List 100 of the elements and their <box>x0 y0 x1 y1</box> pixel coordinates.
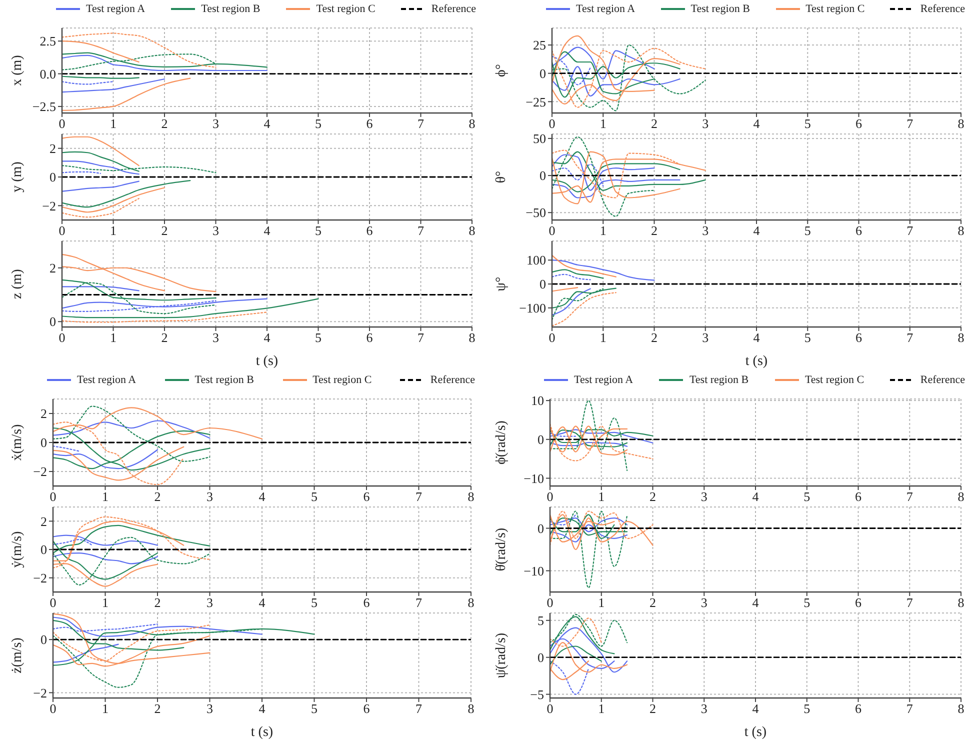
legend-label: Test region C <box>312 374 372 386</box>
x-tick-label: 4 <box>258 595 266 610</box>
x-tick-label: 7 <box>416 701 422 716</box>
y-tick-label: 25 <box>533 38 546 53</box>
legend-label: Test region A <box>574 374 634 386</box>
x-tick-label: 8 <box>958 595 964 610</box>
x-tick-label: 8 <box>468 701 474 716</box>
x-tick-label: 5 <box>311 489 318 504</box>
y-axis-title: y (m) <box>10 161 25 192</box>
y-tick-label: 0 <box>540 168 546 184</box>
x-tick-label: 1 <box>110 223 116 238</box>
x-tick-label: 5 <box>315 330 322 346</box>
y-tick-label: 0 <box>40 632 47 648</box>
y-tick-label: 2 <box>40 406 47 422</box>
x-tick-label: 6 <box>363 595 370 610</box>
x-tick-label: 4 <box>264 223 271 238</box>
y-axis-title: ż(m/s) <box>10 637 25 674</box>
x-tick-label: 3 <box>700 701 708 716</box>
x-tick-label: 4 <box>753 223 760 238</box>
x-tick-label: 7 <box>906 116 914 132</box>
x-tick-label: 7 <box>906 701 914 716</box>
x-tick-label: 2 <box>161 330 168 346</box>
x-axis-title: t (s) <box>250 725 274 740</box>
x-tick-label: 4 <box>753 330 760 346</box>
x-tick-label: 2 <box>154 489 161 504</box>
x-tick-label: 7 <box>418 330 424 346</box>
x-axis-title: t (s) <box>745 354 768 369</box>
y-tick-label: 0 <box>538 650 544 665</box>
x-tick-label: 1 <box>110 116 116 132</box>
y-axis-title: x (m) <box>10 54 25 86</box>
x-tick-label: 6 <box>856 330 862 346</box>
x-tick-label: 2 <box>161 116 168 132</box>
x-tick-label: 3 <box>206 489 213 504</box>
x-tick-label: 5 <box>804 595 810 610</box>
legend-label: Test region B <box>690 3 750 15</box>
x-tick-label: 6 <box>855 489 862 504</box>
x-tick-label: 1 <box>600 116 606 132</box>
x-tick-label: 5 <box>804 116 811 132</box>
x-tick-label: 7 <box>418 223 424 238</box>
y-tick-label: 0 <box>538 520 544 536</box>
legend-label: Test region C <box>316 3 376 15</box>
x-tick-label: 3 <box>212 223 219 238</box>
x-tick-label: 8 <box>958 223 964 238</box>
y-tick-label: −2.5 <box>32 99 56 114</box>
x-tick-label: 1 <box>102 595 108 610</box>
y-tick-label: 10 <box>531 393 544 408</box>
legend-label: Test region C <box>804 374 864 386</box>
x-tick-label: 2 <box>154 701 161 716</box>
x-tick-label: 7 <box>906 489 914 504</box>
y-tick-label: −25 <box>526 94 546 110</box>
x-tick-label: 1 <box>110 330 116 346</box>
y-tick-label: −100 <box>519 300 546 316</box>
x-tick-label: 8 <box>958 116 964 132</box>
y-tick-label: 0 <box>538 432 544 448</box>
y-tick-label: −2 <box>33 685 47 700</box>
x-tick-label: 6 <box>366 330 374 346</box>
x-tick-label: 2 <box>154 595 161 610</box>
x-tick-label: 1 <box>600 330 606 346</box>
x-tick-label: 6 <box>363 701 370 716</box>
y-tick-label: −10 <box>524 470 544 486</box>
x-tick-label: 2 <box>650 595 656 610</box>
x-tick-label: 3 <box>700 595 708 610</box>
x-tick-label: 7 <box>906 330 914 346</box>
x-tick-label: 6 <box>855 701 862 716</box>
y-axis-title: θ° <box>494 170 509 184</box>
y-axis-title: z (m) <box>10 268 25 299</box>
y-tick-label: 0 <box>540 276 546 292</box>
x-tick-label: 8 <box>468 595 474 610</box>
x-tick-label: 6 <box>366 223 374 238</box>
y-tick-label: 50 <box>533 131 546 146</box>
x-tick-label: 4 <box>258 489 266 504</box>
x-tick-label: 3 <box>206 701 213 716</box>
y-tick-label: 0 <box>50 170 56 185</box>
x-axis-title: t (s) <box>744 725 767 740</box>
y-tick-label: −2 <box>42 198 56 214</box>
x-tick-label: 6 <box>366 116 374 132</box>
y-tick-label: −50 <box>526 205 546 220</box>
legend-label: Test region B <box>201 3 260 15</box>
y-tick-label: −2 <box>33 570 47 586</box>
y-tick-label: −5 <box>530 686 544 702</box>
x-tick-label: 5 <box>804 330 811 346</box>
x-tick-label: 3 <box>702 116 709 132</box>
x-tick-label: 8 <box>958 330 964 346</box>
x-tick-label: 4 <box>752 701 760 716</box>
y-tick-label: 0 <box>40 435 47 450</box>
x-tick-label: 2 <box>650 489 656 504</box>
x-tick-label: 6 <box>856 223 862 238</box>
y-axis-title: ϕ° <box>494 64 509 77</box>
x-tick-label: 8 <box>958 701 964 716</box>
x-tick-label: 2 <box>651 116 658 132</box>
legend-label: Test region B <box>194 374 254 386</box>
x-tick-label: 6 <box>855 595 862 610</box>
y-tick-label: 2.5 <box>40 34 56 49</box>
y-tick-label: 5 <box>538 613 544 628</box>
x-tick-label: 3 <box>702 223 709 238</box>
x-tick-label: 1 <box>102 701 108 716</box>
y-axis-title: ϕ̇(rad/s) <box>494 420 509 464</box>
x-tick-label: 2 <box>651 330 658 346</box>
x-tick-label: 5 <box>804 701 810 716</box>
x-axis-title: t (s) <box>256 354 278 369</box>
